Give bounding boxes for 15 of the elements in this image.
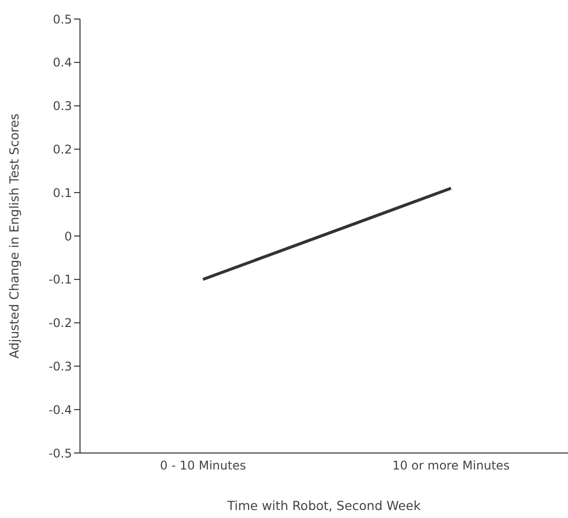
y-tick-label: -0.1: [48, 272, 72, 287]
y-tick-label: -0.4: [48, 402, 72, 417]
y-tick-label: 0.2: [52, 142, 72, 156]
x-axis-title: Time with Robot, Second Week: [226, 498, 422, 513]
y-tick-label: 0: [64, 229, 72, 244]
y-tick-label: 0.5: [52, 12, 72, 26]
y-tick-label: -0.2: [48, 316, 72, 330]
x-tick-label: 10 or more Minutes: [392, 458, 510, 473]
y-axis-title: Adjusted Change in English Test Scores: [6, 113, 22, 359]
x-tick-label: 0 - 10 Minutes: [160, 458, 246, 473]
y-tick-label: 0.4: [52, 56, 72, 70]
y-tick-label: 0.3: [52, 99, 72, 114]
y-tick-label: -0.5: [48, 446, 72, 460]
y-tick-label: -0.3: [48, 359, 72, 374]
y-tick-label: 0.1: [52, 186, 72, 200]
